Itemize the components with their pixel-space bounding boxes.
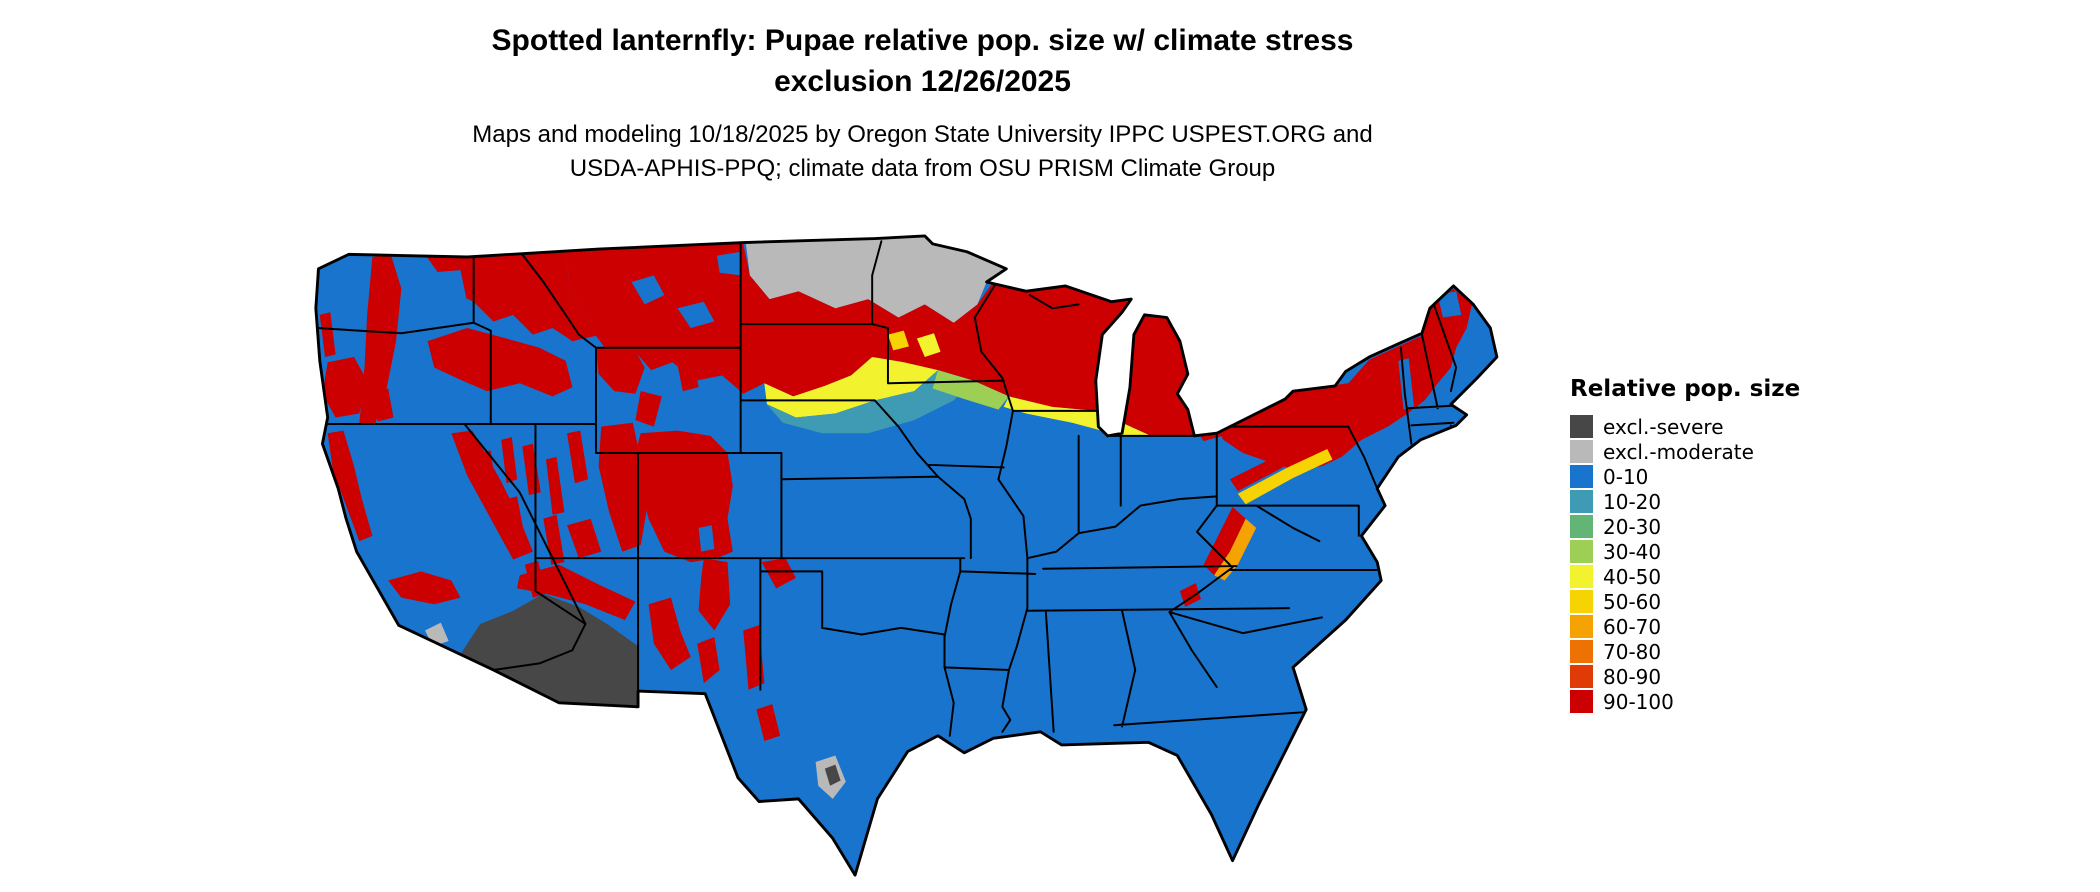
legend-swatch-20-30 (1570, 515, 1593, 538)
legend-label: 40-50 (1603, 564, 1662, 589)
legend-swatch-40-50 (1570, 565, 1593, 588)
title-line-2: exclusion 12/26/2025 (774, 65, 1071, 99)
legend-swatch-excl-severe (1570, 415, 1593, 438)
legend-item: 80-90 (1570, 664, 1890, 689)
region-cascades (359, 254, 402, 425)
subtitle-line-2: USDA-APHIS-PPQ; climate data from OSU PR… (569, 154, 1276, 182)
legend-label: excl.-moderate (1603, 439, 1754, 464)
region-transition-yellow-wisconsin (1003, 396, 1123, 434)
legend-item: 20-30 (1570, 514, 1890, 539)
region-excl-severe-arizona (460, 593, 639, 707)
region-northeast-high (1216, 288, 1472, 471)
state-borders-path (316, 240, 1479, 737)
region-north-new-mexico (698, 558, 731, 631)
legend-swatch-90-100 (1570, 690, 1593, 713)
region-transition-teal-plains (766, 370, 974, 434)
region-appalachian-red (1203, 506, 1246, 576)
region-columbia-basin (427, 270, 468, 307)
legend-title: Relative pop. size (1570, 376, 1801, 402)
legend-item: 30-40 (1570, 539, 1890, 564)
legend-label: 0-10 (1603, 464, 1649, 489)
region-oregon-coast (319, 312, 336, 357)
region-appalachian-orange (1214, 518, 1257, 581)
region-montana-valley-2 (677, 301, 715, 329)
region-excl-severe-south-texas (824, 764, 841, 786)
region-west-texas-2 (756, 704, 781, 741)
legend-item: 50-60 (1570, 589, 1890, 614)
legend-item: 70-80 (1570, 639, 1890, 664)
region-north-maine (1437, 291, 1462, 318)
region-transverse-range (388, 571, 461, 605)
us-map-svg (314, 234, 1499, 877)
legend-swatch-60-70 (1570, 615, 1593, 638)
region-montana-valley-1 (631, 275, 665, 305)
legend-item: 60-70 (1570, 614, 1890, 639)
legend-item: 40-50 (1570, 564, 1890, 589)
region-san-luis-valley (698, 525, 715, 552)
subtitle-line-1: Maps and modeling 10/18/2025 by Oregon S… (472, 121, 1373, 148)
legend-swatch-30-40 (1570, 540, 1593, 563)
legend-label: 70-80 (1603, 639, 1662, 664)
legend-label: 50-60 (1603, 589, 1662, 614)
region-transition-yellow-plains (764, 356, 938, 418)
region-speck-minnesota (916, 333, 941, 357)
state-borders (316, 240, 1479, 737)
map-attribution: Maps and modeling 10/18/2025 by Oregon S… (0, 118, 1845, 185)
region-speck-minnesota-2 (887, 330, 909, 351)
legend-label: 80-90 (1603, 664, 1662, 689)
region-blue-mountains (427, 328, 573, 397)
region-southwest-new-mexico (648, 597, 691, 670)
legend-label: 90-100 (1603, 689, 1674, 714)
region-texas-panhandle-corner (761, 558, 796, 589)
region-ca-coast-range (327, 430, 373, 542)
us-outline-path (314, 234, 1499, 877)
region-yellowstone (595, 343, 645, 394)
region-pa-ridge-red (1229, 435, 1325, 492)
legend-swatch-10-20 (1570, 490, 1593, 513)
region-south-oregon (372, 388, 394, 422)
region-west-texas-1 (743, 625, 765, 690)
region-southwest-utah (567, 518, 602, 559)
legend-label: 30-40 (1603, 539, 1662, 564)
legend: Relative pop. size excl.-severe excl.-mo… (1570, 376, 1890, 714)
region-idaho-panhandle (425, 249, 596, 342)
region-nevada-range-6 (480, 450, 497, 496)
legend-item: 90-100 (1570, 689, 1890, 714)
region-south-central-new-mexico (697, 637, 720, 684)
legend-label: 60-70 (1603, 614, 1662, 639)
legend-swatch-0-10 (1570, 465, 1593, 488)
region-pa-ridge-yellow (1237, 449, 1333, 505)
legend-swatch-excl-moderate (1570, 440, 1593, 463)
region-northeast-montana (716, 251, 741, 276)
legend-item: 0-10 (1570, 464, 1890, 489)
region-wind-river (635, 391, 662, 427)
legend-label: 10-20 (1603, 489, 1662, 514)
region-transition-green-iowa (932, 370, 1009, 410)
legend-label: 20-30 (1603, 514, 1662, 539)
legend-swatch-80-90 (1570, 665, 1593, 688)
us-map (304, 228, 1514, 891)
region-nevada-range-4 (506, 496, 528, 556)
region-klamath (322, 356, 368, 418)
region-north-band-high (565, 243, 1195, 436)
legend-item: excl.-moderate (1570, 439, 1890, 464)
page-title: Spotted lanternfly: Pupae relative pop. … (0, 20, 1845, 103)
region-nevada-range-7 (543, 514, 565, 565)
region-nevada-range-1 (501, 437, 518, 484)
region-nevada-range-5 (567, 430, 589, 484)
legend-swatch-70-80 (1570, 640, 1593, 663)
legend-item: 10-20 (1570, 489, 1890, 514)
title-line-1: Spotted lanternfly: Pupae relative pop. … (491, 24, 1354, 57)
legend-label: excl.-severe (1603, 414, 1724, 439)
region-excl-moderate-north (745, 235, 1007, 323)
legend-swatch-50-60 (1570, 590, 1593, 613)
region-nevada-range-3 (546, 456, 565, 515)
legend-item: excl.-severe (1570, 414, 1890, 439)
region-mogollon-rim (517, 564, 636, 620)
